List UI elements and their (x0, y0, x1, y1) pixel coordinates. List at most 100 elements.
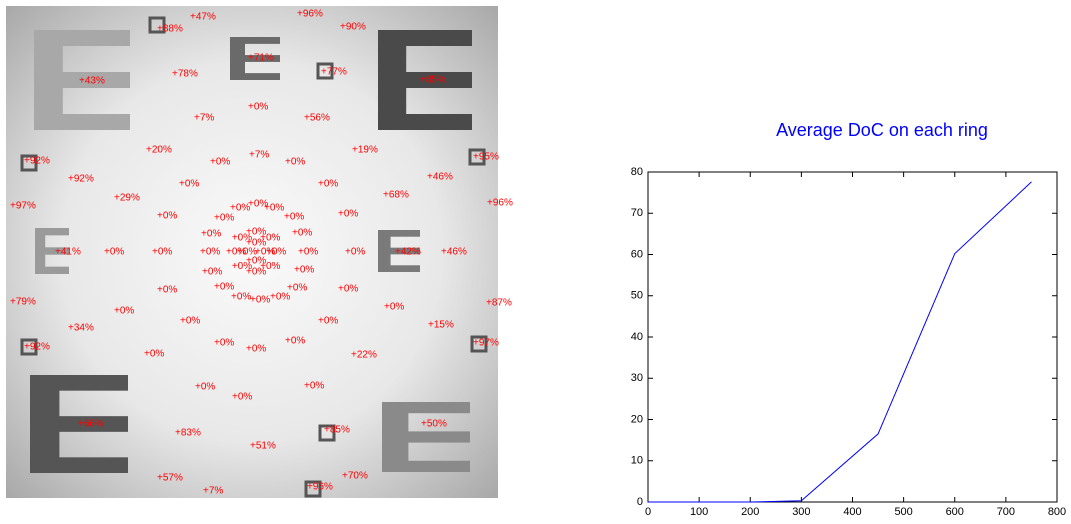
percent-label: +0% (270, 292, 290, 303)
marker-square (318, 424, 336, 442)
percent-label: +7% (249, 150, 269, 161)
percent-label: +0% (200, 247, 220, 258)
percent-label: +66% (78, 419, 104, 430)
marker-square (148, 16, 166, 34)
percent-label: +0% (260, 232, 280, 243)
percent-label: +20% (146, 145, 172, 156)
percent-label: +97% (473, 338, 499, 349)
x-tick-label: 700 (997, 506, 1015, 518)
letter-e (378, 72, 472, 88)
marker-square (470, 335, 488, 353)
percent-label: +34% (68, 323, 94, 334)
percent-label: +88% (157, 24, 183, 35)
y-tick-label: 20 (631, 413, 643, 425)
letter-e (30, 416, 128, 432)
percent-label: +79% (10, 297, 36, 308)
percent-label: +56% (304, 113, 330, 124)
marker-square (20, 154, 38, 172)
percent-label: +0% (232, 232, 252, 243)
percent-label: +0% (157, 285, 177, 296)
percent-label: +0% (246, 256, 266, 267)
letter-e (35, 247, 69, 255)
percent-label: +87% (486, 298, 512, 309)
percent-label: +42% (395, 247, 421, 258)
percent-label: +0% (292, 228, 312, 239)
x-tick-label: 300 (792, 506, 810, 518)
letter-e (378, 230, 420, 237)
percent-label: +19% (352, 145, 378, 156)
percent-label: +7% (203, 486, 223, 497)
percent-label: +0% (180, 316, 200, 327)
percent-label: +0% (338, 209, 358, 220)
percent-label: +85% (324, 425, 350, 436)
y-tick-label: 40 (631, 331, 643, 343)
percent-label: +0% (246, 238, 266, 249)
percent-label: +0% (248, 102, 268, 113)
percent-label: +0% (232, 261, 252, 272)
data-line (648, 181, 1032, 503)
percent-label: +0% (226, 247, 246, 258)
percent-label: +0% (285, 157, 305, 168)
y-tick-label: 0 (637, 496, 643, 508)
percent-label: +0% (246, 344, 266, 355)
percent-label: +0% (338, 284, 358, 295)
percent-label: +0% (114, 306, 134, 317)
x-tick-label: 200 (741, 506, 759, 518)
percent-label: +0% (201, 229, 221, 240)
x-tick-label: 400 (843, 506, 861, 518)
letter-e (34, 114, 130, 130)
percent-label: +0% (285, 336, 305, 347)
percent-label: +46% (427, 172, 453, 183)
percent-label: +0% (214, 282, 234, 293)
percent-label: +0% (266, 247, 286, 258)
percent-label: +85% (420, 75, 446, 86)
percent-label: +92% (24, 342, 50, 353)
y-tick-label: 30 (631, 372, 643, 384)
chart-title: Average DoC on each ring (776, 120, 988, 140)
percent-label: +70% (342, 471, 368, 482)
percent-label: +0% (260, 261, 280, 272)
x-tick-label: 100 (690, 506, 708, 518)
percent-label: +0% (214, 338, 234, 349)
percent-label: +0% (104, 247, 124, 258)
percent-label: +41% (55, 247, 81, 258)
percent-label: +96% (307, 482, 333, 493)
percent-label: +0% (246, 267, 266, 278)
percent-label: +50% (421, 419, 447, 430)
percent-label: +71% (248, 53, 274, 64)
percent-label: +0% (144, 349, 164, 360)
percent-label: +0% (294, 265, 314, 276)
y-tick-label: 10 (631, 455, 643, 467)
x-tick-label: 600 (946, 506, 964, 518)
letter-e (378, 114, 472, 130)
percent-label: +22% (351, 350, 377, 361)
letter-e (382, 431, 470, 443)
marker-square (304, 480, 322, 498)
letter-e (30, 375, 128, 391)
percent-label: +0% (202, 267, 222, 278)
letter-e (230, 55, 280, 62)
percent-label: +0% (195, 382, 215, 393)
percent-label: +0% (214, 213, 234, 224)
percent-label: +29% (114, 193, 140, 204)
marker-square (316, 62, 334, 80)
percent-label: +0% (246, 227, 266, 238)
percent-label: +0% (250, 295, 270, 306)
percent-label: +51% (250, 441, 276, 452)
y-tick-label: 60 (631, 248, 643, 260)
percent-label: +77% (321, 67, 347, 78)
percent-label: +0% (318, 316, 338, 327)
percent-label: +92% (24, 156, 50, 167)
percent-label: +0% (298, 247, 318, 258)
percent-label: +46% (441, 247, 467, 258)
letter-e (34, 72, 130, 88)
y-tick-label: 70 (631, 207, 643, 219)
letter-e (378, 247, 420, 255)
percent-label: +57% (157, 473, 183, 484)
letter-e (378, 265, 420, 272)
letter-e (230, 37, 280, 44)
percent-label: +43% (79, 76, 105, 87)
percent-label: +0% (304, 381, 324, 392)
percent-label: +68% (383, 190, 409, 201)
percent-label: +0% (152, 247, 172, 258)
